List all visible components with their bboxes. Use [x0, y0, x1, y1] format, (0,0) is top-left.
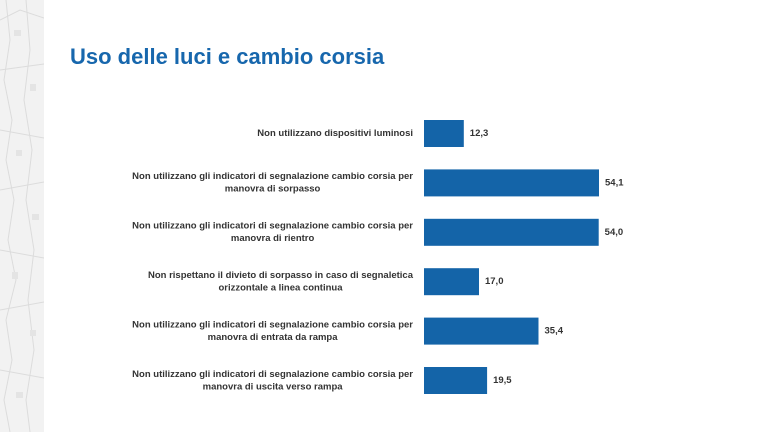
value-label-2: 54,1: [605, 177, 624, 188]
page-title: Uso delle luci e cambio corsia: [70, 44, 385, 69]
category-label-1: Non utilizzano dispositivi luminosi: [257, 128, 413, 139]
value-label-3: 54,0: [605, 227, 624, 238]
category-label-4: Non rispettano il divieto di sorpasso in…: [148, 270, 414, 294]
bar-2: [424, 169, 599, 197]
bar-5: [424, 317, 539, 345]
value-label-4: 17,0: [485, 276, 504, 287]
bar-3: [424, 218, 599, 246]
value-label-5: 35,4: [545, 326, 564, 337]
side-decoration-strip: [0, 0, 44, 432]
map-pattern-icon: [0, 0, 44, 432]
category-label-5: Non utilizzano gli indicatori di segnala…: [132, 319, 413, 343]
bar-1: [424, 120, 464, 147]
value-label-6: 19,5: [493, 375, 512, 386]
bar-4: [424, 268, 479, 296]
category-label-3: Non utilizzano gli indicatori di segnala…: [132, 221, 413, 245]
value-label-1: 12,3: [470, 128, 489, 139]
bar-6: [424, 367, 488, 394]
category-label-2: Non utilizzano gli indicatori di segnala…: [132, 171, 413, 195]
category-label-6: Non utilizzano gli indicatori di segnala…: [132, 369, 413, 393]
